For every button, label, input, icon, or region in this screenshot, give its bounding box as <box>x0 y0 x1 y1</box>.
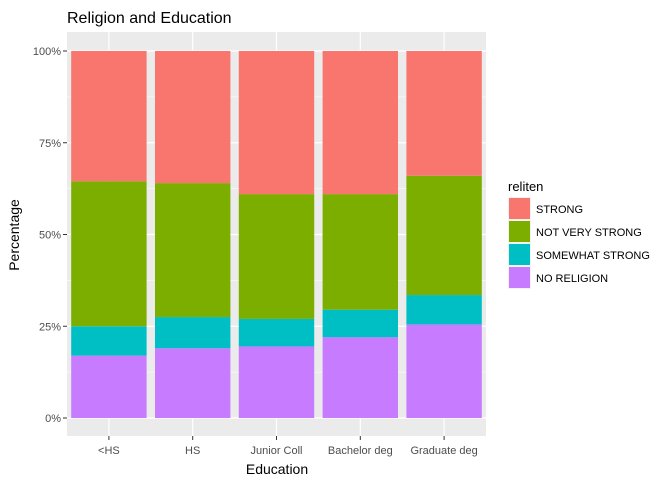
bar-segment-not-very-strong <box>71 181 147 327</box>
legend: reliten STRONG NOT VERY STRONG SOMEWHAT ST… <box>508 179 650 289</box>
legend-label-strong: STRONG <box>536 204 583 216</box>
bars-group <box>71 51 482 418</box>
y-tick-label: 75% <box>39 138 61 150</box>
bar-segment-no-religion <box>406 324 482 418</box>
legend-label-no-religion: NO RELIGION <box>536 273 608 285</box>
bar-segment-no-religion <box>322 337 399 418</box>
bar-segment-no-religion <box>238 346 315 418</box>
x-axis: <HS HS Junior Coll Bachelor deg Graduate deg <box>98 436 478 457</box>
bar-segment-strong <box>154 51 231 184</box>
bar-segment-not-very-strong <box>406 175 482 296</box>
legend-label-somewhat-strong: SOMEWHAT STRONG <box>536 250 650 262</box>
x-tick-label: HS <box>185 445 200 457</box>
y-tick-label: 100% <box>33 46 61 58</box>
chart-title: Religion and Education <box>67 10 232 27</box>
bar-segment-somewhat-strong <box>322 309 399 338</box>
bar-segment-somewhat-strong <box>406 295 482 325</box>
bar-segment-no-religion <box>71 355 147 418</box>
x-tick-label: Graduate deg <box>410 445 477 457</box>
legend-swatch-no-religion <box>509 267 530 288</box>
y-axis: 0% 25% 50% 75% 100% <box>33 46 67 425</box>
legend-label-not-very-strong: NOT VERY STRONG <box>536 227 642 239</box>
legend-swatch-not-very-strong <box>509 221 530 242</box>
bar-segment-no-religion <box>154 348 231 418</box>
y-tick-label: 50% <box>39 230 61 242</box>
legend-swatch-somewhat-strong <box>509 244 530 265</box>
bar-segment-strong <box>71 51 147 182</box>
legend-title: reliten <box>508 179 543 194</box>
bar-segment-strong <box>238 51 315 195</box>
x-tick-label: <HS <box>98 445 120 457</box>
bar-segment-not-very-strong <box>322 194 399 310</box>
x-tick-label: Bachelor deg <box>328 445 393 457</box>
y-tick-label: 25% <box>39 321 61 333</box>
bar-segment-not-very-strong <box>154 183 231 318</box>
x-tick-label: Junior Coll <box>251 445 303 457</box>
bar-segment-not-very-strong <box>238 194 315 319</box>
bar-segment-strong <box>406 51 482 176</box>
y-axis-title: Percentage <box>6 199 22 271</box>
bar-segment-somewhat-strong <box>238 318 315 347</box>
bar-segment-somewhat-strong <box>154 317 231 349</box>
x-axis-title: Education <box>246 461 308 477</box>
y-tick-label: 0% <box>45 413 61 425</box>
bar-segment-somewhat-strong <box>71 326 147 356</box>
bar-segment-strong <box>322 51 399 195</box>
legend-swatch-strong <box>509 198 530 219</box>
